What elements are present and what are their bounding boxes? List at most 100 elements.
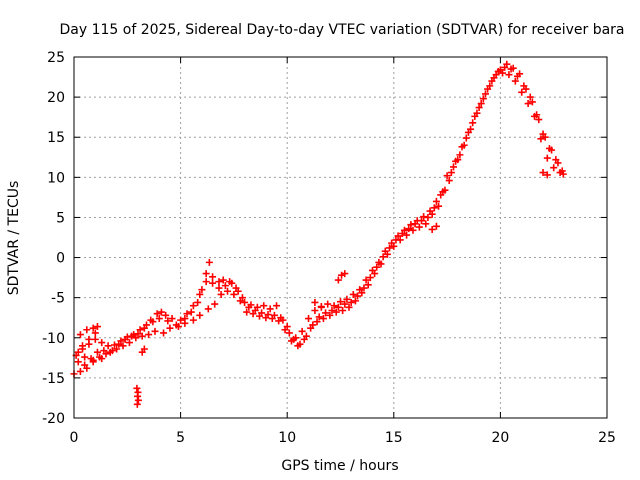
data-point [119, 342, 127, 350]
axis-ticks [73, 56, 608, 419]
data-point [526, 93, 534, 101]
data-point [349, 290, 357, 298]
data-point [79, 342, 87, 350]
data-point [469, 119, 477, 127]
data-point [454, 156, 462, 164]
data-point [407, 221, 415, 229]
y-tick-label: 10 [47, 170, 65, 186]
data-point [311, 307, 319, 315]
data-point [181, 319, 189, 327]
data-point [364, 281, 372, 289]
data-point [273, 302, 281, 310]
data-point [202, 278, 210, 286]
x-tick-label: 25 [598, 430, 616, 446]
data-point [209, 279, 217, 287]
y-tick-label: -5 [51, 291, 65, 307]
data-point [292, 334, 300, 342]
data-point [509, 64, 517, 72]
data-point [247, 301, 255, 309]
data-point [134, 396, 142, 404]
data-point [151, 327, 159, 335]
data-point [219, 276, 227, 284]
x-tick-label: 10 [278, 430, 296, 446]
data-series [72, 60, 567, 359]
data-point [432, 197, 440, 205]
data-point [543, 154, 551, 162]
grid [74, 57, 607, 418]
data-point [266, 305, 274, 313]
data-point [76, 331, 84, 339]
data-point [123, 333, 131, 341]
data-point [209, 273, 217, 281]
data-point [279, 316, 287, 324]
data-point [134, 330, 142, 338]
data-point [492, 71, 500, 79]
data-point [339, 307, 347, 315]
data-point [447, 169, 455, 177]
data-point [315, 313, 323, 321]
data-point [481, 90, 489, 98]
data-point [230, 290, 238, 298]
data-point [554, 159, 562, 167]
data-point [467, 125, 475, 133]
data-point [281, 326, 289, 334]
data-point [347, 298, 355, 306]
y-tick-label: -15 [42, 371, 65, 387]
plot-frame [73, 56, 608, 419]
data-point [111, 341, 119, 349]
data-point [460, 141, 468, 149]
data-point [183, 310, 191, 318]
data-point [215, 278, 223, 286]
data-point [93, 348, 101, 356]
data-point [198, 286, 206, 294]
data-point [166, 324, 174, 332]
data-point [157, 308, 165, 316]
data-points [70, 60, 567, 408]
data-point [153, 310, 161, 318]
data-point [343, 295, 351, 303]
data-point [202, 270, 210, 278]
y-axis-label: SDTVAR / TECUs [6, 181, 22, 296]
data-point [449, 163, 457, 171]
data-point [362, 276, 370, 284]
data-point [113, 345, 121, 353]
data-point [189, 316, 197, 324]
data-point [424, 213, 432, 221]
data-point [435, 202, 443, 210]
data-point [341, 270, 349, 278]
data-point [537, 135, 545, 143]
data-point [422, 220, 430, 228]
data-point [394, 232, 402, 240]
data-series [74, 323, 106, 364]
data-point [511, 77, 519, 85]
data-point [133, 384, 141, 392]
data-point [253, 303, 261, 311]
data-point [104, 342, 112, 350]
data-point [386, 244, 394, 252]
data-point [358, 289, 366, 297]
data-point [91, 329, 99, 337]
chart-title: Day 115 of 2025, Sidereal Day-to-day VTE… [59, 22, 624, 38]
data-point [462, 134, 470, 142]
data-point [518, 88, 526, 96]
data-point [145, 331, 153, 339]
data-point [371, 270, 379, 278]
data-point [413, 217, 421, 225]
data-point [164, 317, 172, 325]
data-point [234, 287, 242, 295]
data-point [89, 324, 97, 332]
data-point [345, 303, 353, 311]
data-point [360, 284, 368, 292]
data-point [379, 253, 387, 261]
data-point [313, 318, 321, 326]
data-point [125, 339, 133, 347]
data-series [70, 63, 566, 378]
data-point [377, 260, 385, 268]
data-point [528, 98, 536, 106]
data-point [89, 356, 97, 364]
data-point [268, 315, 276, 323]
data-point [328, 307, 336, 315]
data-point [441, 186, 449, 194]
data-point [221, 282, 229, 290]
data-point [334, 303, 342, 311]
